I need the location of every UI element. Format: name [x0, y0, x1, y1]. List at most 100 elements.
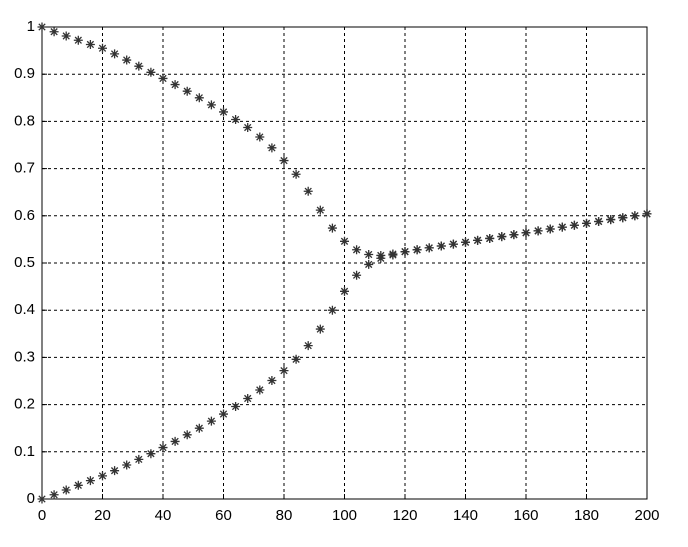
marker	[158, 443, 168, 453]
marker	[267, 376, 277, 386]
marker	[182, 86, 192, 96]
marker	[376, 253, 386, 263]
x-tick-label: 80	[276, 507, 293, 524]
marker	[170, 436, 180, 446]
marker	[533, 226, 543, 236]
marker	[594, 216, 604, 226]
marker	[412, 245, 422, 255]
marker	[122, 460, 132, 470]
marker	[642, 209, 652, 219]
marker	[231, 401, 241, 411]
marker	[255, 385, 265, 395]
marker	[85, 476, 95, 486]
y-tick-label: 1	[27, 18, 35, 35]
marker	[206, 100, 216, 110]
marker	[630, 211, 640, 221]
y-tick-label: 0.5	[14, 254, 35, 271]
marker	[606, 215, 616, 225]
y-tick-label: 0.8	[14, 112, 35, 129]
y-tick-label: 0.7	[14, 160, 35, 177]
marker	[146, 449, 156, 459]
marker	[255, 132, 265, 142]
marker	[37, 22, 47, 32]
x-tick-label: 140	[453, 507, 478, 524]
x-tick-label: 200	[634, 507, 659, 524]
y-tick-label: 0	[27, 490, 35, 507]
y-tick-label: 0.9	[14, 65, 35, 82]
marker	[327, 305, 337, 315]
x-tick-label: 180	[574, 507, 599, 524]
marker	[243, 123, 253, 133]
marker	[545, 224, 555, 234]
marker	[352, 270, 362, 280]
marker	[291, 354, 301, 364]
plot-frame	[41, 26, 648, 500]
y-tick-label: 0.1	[14, 443, 35, 460]
marker	[267, 143, 277, 153]
marker	[279, 366, 289, 376]
marker	[509, 230, 519, 240]
marker	[98, 43, 107, 53]
x-tick-label: 160	[513, 507, 538, 524]
y-tick-label: 0.4	[14, 301, 35, 318]
y-tick-label: 0.2	[14, 396, 35, 413]
marker	[279, 156, 289, 166]
marker	[49, 27, 59, 37]
marker	[110, 49, 120, 59]
marker	[436, 241, 446, 251]
marker	[473, 235, 483, 245]
marker	[388, 250, 398, 260]
marker	[134, 454, 144, 464]
marker	[243, 393, 253, 403]
marker	[400, 247, 410, 257]
marker	[340, 286, 349, 296]
marker	[364, 259, 374, 269]
marker	[61, 485, 71, 495]
marker	[291, 169, 301, 179]
x-tick-label: 60	[215, 507, 232, 524]
marker	[219, 107, 228, 117]
marker	[485, 233, 495, 243]
x-tick-label: 120	[392, 507, 417, 524]
marker	[424, 243, 434, 253]
marker	[352, 245, 362, 255]
marker	[182, 430, 192, 440]
marker	[194, 423, 204, 433]
marker	[461, 237, 470, 247]
marker	[364, 250, 374, 260]
marker	[158, 73, 168, 83]
marker	[569, 220, 579, 230]
marker	[194, 93, 204, 103]
marker	[98, 471, 107, 481]
marker	[497, 232, 507, 242]
marker	[315, 205, 325, 215]
marker	[448, 239, 458, 249]
marker	[231, 115, 241, 125]
marker	[110, 466, 120, 476]
marker	[37, 494, 47, 504]
marker	[206, 416, 216, 426]
marker	[327, 223, 337, 233]
y-tick-label: 0.6	[14, 207, 35, 224]
marker	[73, 35, 83, 45]
marker	[340, 236, 349, 246]
marker	[61, 31, 71, 41]
marker	[303, 341, 313, 351]
marker	[73, 480, 83, 490]
marker	[219, 409, 228, 419]
marker	[85, 39, 95, 49]
marker	[122, 55, 132, 65]
x-tick-label: 20	[94, 507, 111, 524]
marker	[303, 186, 313, 196]
x-tick-label: 100	[332, 507, 357, 524]
marker	[170, 80, 180, 90]
x-tick-label: 0	[38, 507, 46, 524]
marker	[315, 324, 325, 334]
marker	[557, 222, 567, 232]
marker	[521, 228, 531, 238]
x-tick-label: 40	[155, 507, 172, 524]
marker	[134, 61, 144, 71]
marker	[49, 490, 59, 500]
y-tick-label: 0.3	[14, 348, 35, 365]
